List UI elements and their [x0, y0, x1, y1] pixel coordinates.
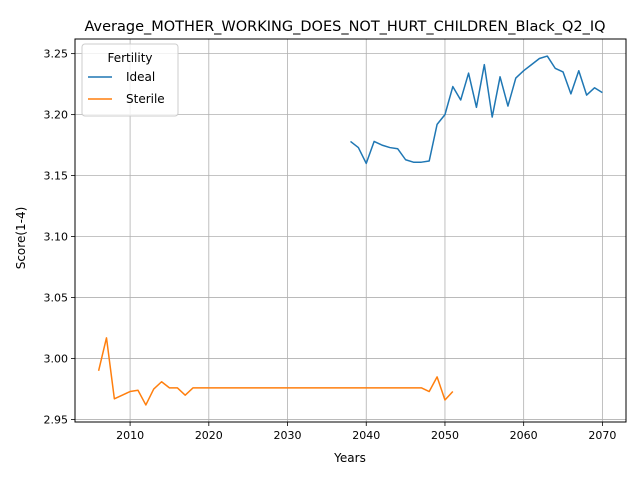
y-tick-label: 3.15 — [44, 170, 69, 183]
series-line-sterile — [97, 337, 454, 406]
y-tick-label: 3.10 — [44, 231, 69, 244]
y-axis-label: Score(1-4) — [14, 207, 28, 270]
axis-ticks: 2010 2020 2030 2040 2050 2060 2070 2.95 3.00 3.05… — [44, 48, 617, 442]
x-tick-label: 2050 — [431, 429, 459, 442]
legend-label-ideal: Ideal — [126, 70, 155, 84]
x-tick-label: 2060 — [510, 429, 538, 442]
grid — [75, 39, 626, 422]
y-tick-label: 3.00 — [44, 353, 69, 366]
series-layer — [97, 55, 603, 406]
x-tick-label: 2010 — [116, 429, 144, 442]
plot-frame — [74, 38, 627, 423]
x-axis-label: Years — [333, 451, 366, 465]
legend-box — [81, 43, 179, 117]
x-tick-label: 2070 — [588, 429, 616, 442]
y-tick-label: 3.05 — [44, 292, 69, 305]
x-tick-label: 2040 — [352, 429, 380, 442]
y-tick-label: 2.95 — [44, 414, 69, 427]
y-tick-label: 3.20 — [44, 109, 69, 122]
x-tick-label: 2030 — [274, 429, 302, 442]
legend: Fertility Ideal Sterile — [81, 43, 179, 117]
series-line-ideal — [350, 55, 603, 165]
x-tick-label: 2020 — [195, 429, 223, 442]
legend-title: Fertility — [107, 51, 152, 65]
chart-title: Average_MOTHER_WORKING_DOES_NOT_HURT_CHI… — [84, 19, 605, 35]
y-tick-label: 3.25 — [44, 48, 69, 61]
legend-label-sterile: Sterile — [126, 92, 165, 106]
